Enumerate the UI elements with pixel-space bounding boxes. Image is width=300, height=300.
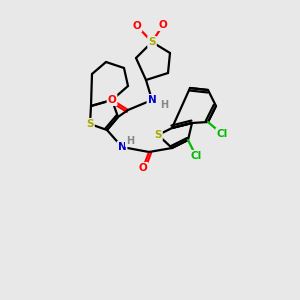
- Text: O: O: [139, 163, 147, 173]
- Text: H: H: [126, 136, 134, 146]
- Text: S: S: [148, 37, 156, 47]
- Text: N: N: [118, 142, 126, 152]
- Text: O: O: [159, 20, 167, 30]
- Text: Cl: Cl: [190, 151, 202, 161]
- Text: O: O: [133, 21, 141, 31]
- Text: H: H: [160, 100, 168, 110]
- Text: N: N: [148, 95, 156, 105]
- Text: S: S: [154, 130, 162, 140]
- Text: Cl: Cl: [216, 129, 228, 139]
- Text: O: O: [108, 95, 116, 105]
- Text: S: S: [86, 119, 94, 129]
